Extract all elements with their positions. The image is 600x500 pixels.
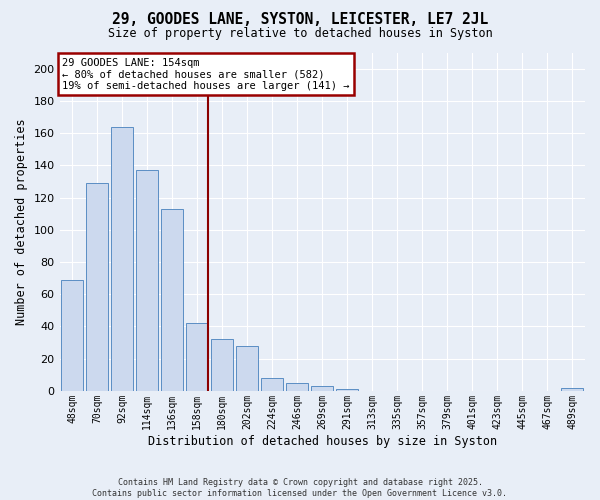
Text: 29, GOODES LANE, SYSTON, LEICESTER, LE7 2JL: 29, GOODES LANE, SYSTON, LEICESTER, LE7 … [112,12,488,28]
Bar [86,183,108,391]
Text: 29 GOODES LANE: 154sqm
← 80% of detached houses are smaller (582)
19% of semi-de: 29 GOODES LANE: 154sqm ← 80% of detached… [62,58,350,91]
Bar [211,340,233,391]
Bar [261,378,283,391]
Bar [562,388,583,391]
Bar [161,209,183,391]
Bar [111,126,133,391]
Bar [186,323,208,391]
Bar [236,346,258,391]
Bar [136,170,158,391]
Y-axis label: Number of detached properties: Number of detached properties [15,118,28,325]
Text: Contains HM Land Registry data © Crown copyright and database right 2025.
Contai: Contains HM Land Registry data © Crown c… [92,478,508,498]
Bar [61,280,83,391]
Bar [336,390,358,391]
Text: Size of property relative to detached houses in Syston: Size of property relative to detached ho… [107,28,493,40]
X-axis label: Distribution of detached houses by size in Syston: Distribution of detached houses by size … [148,434,497,448]
Bar [286,383,308,391]
Bar [311,386,333,391]
